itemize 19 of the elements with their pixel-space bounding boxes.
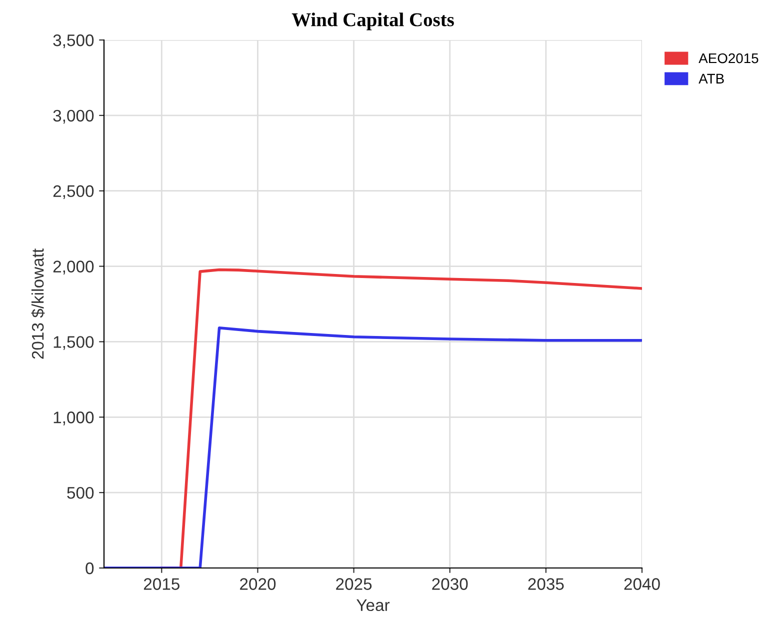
y-tick-label: 0 (86, 562, 94, 574)
chart-title: Wind Capital Costs (292, 12, 454, 30)
y-tick-label: 3,500 (53, 34, 94, 48)
legend-label: AEO2015 (698, 53, 758, 64)
x-axis-title: Year (356, 599, 390, 612)
y-tick-label: 1,000 (54, 412, 94, 426)
y-tick-label: 500 (67, 486, 94, 499)
legend-label: ATB (698, 74, 724, 84)
y-tick-label: 2,500 (53, 185, 94, 200)
y-tick-label: 1,500 (54, 336, 94, 350)
y-tick-label: 2,000 (53, 260, 94, 274)
y-axis-title: 2013 $/kilowatt (31, 248, 45, 359)
y-tick-label: 3,000 (53, 110, 94, 124)
x-tick-label: 2020 (240, 578, 276, 590)
x-tick-label: 2035 (528, 578, 564, 590)
x-tick-label: 2030 (432, 578, 468, 590)
x-tick-label: 2040 (624, 578, 660, 590)
x-tick-label: 2015 (144, 578, 180, 590)
x-tick-label: 2025 (336, 578, 372, 590)
